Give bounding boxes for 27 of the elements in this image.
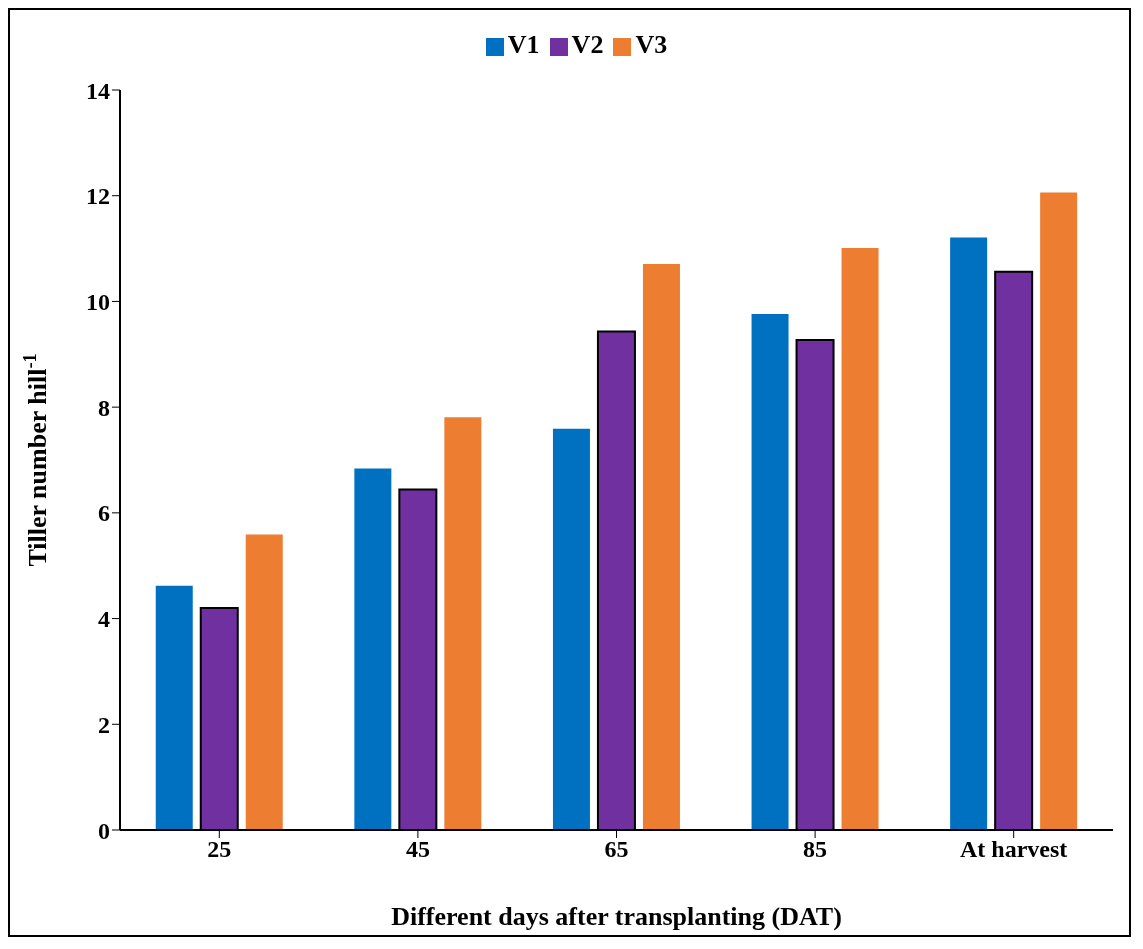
y-tick-label: 8 — [98, 394, 110, 421]
bar — [552, 428, 590, 830]
bar — [950, 237, 988, 830]
y-tick-label: 12 — [86, 183, 110, 210]
y-tick-label: 14 — [86, 77, 110, 104]
bar — [841, 248, 879, 830]
bar — [155, 585, 193, 830]
y-tick-label: 6 — [98, 500, 110, 527]
y-tick-label: 2 — [98, 711, 110, 738]
bar — [444, 417, 482, 830]
bar — [245, 534, 283, 830]
x-tick-label: 25 — [207, 836, 232, 863]
legend-label: V2 — [571, 30, 604, 59]
x-tick-label: 65 — [604, 836, 629, 863]
legend-label: V3 — [635, 30, 668, 59]
bar — [1040, 192, 1078, 830]
y-tick-label: 4 — [98, 606, 110, 633]
legend-label: V1 — [507, 30, 540, 59]
x-axis-title: Different days after transplanting (DAT) — [391, 902, 842, 931]
x-tick-label: 45 — [405, 836, 430, 863]
y-tick-label: 10 — [86, 288, 110, 315]
bar — [642, 263, 680, 830]
y-tick-label: 0 — [98, 817, 110, 844]
x-tick-label: At harvest — [960, 836, 1068, 863]
bar — [751, 314, 789, 830]
bar — [354, 468, 392, 830]
x-tick-label: 85 — [803, 836, 828, 863]
